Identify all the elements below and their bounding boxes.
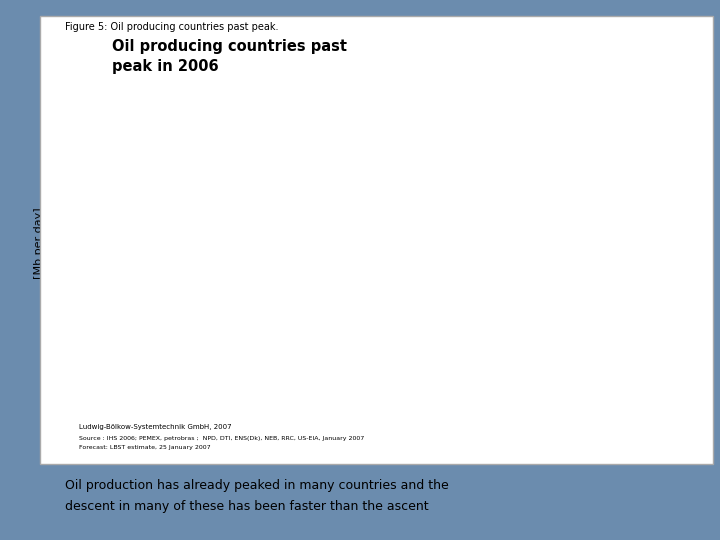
Text: India 1995: India 1995 — [280, 283, 497, 293]
Text: Austria 1955: Austria 1955 — [170, 375, 269, 384]
Text: Forecast: Forecast — [569, 100, 607, 110]
Text: Neutral Zone: Neutral Zone — [619, 153, 665, 159]
Text: Vietnam: Vietnam — [619, 104, 648, 110]
Text: descent in many of these has been faster than the ascent: descent in many of these has been faster… — [65, 500, 428, 514]
Text: UK 1999: UK 1999 — [356, 191, 520, 203]
Text: Mexico 2004: Mexico 2004 — [410, 94, 548, 107]
Text: Figure 5: Oil producing countries past peak.: Figure 5: Oil producing countries past p… — [65, 22, 279, 32]
Text: Egypt 1993: Egypt 1993 — [277, 292, 485, 302]
Text: Germany 1967: Germany 1967 — [162, 366, 337, 375]
Text: Source : IHS 2006; PEMEX, petrobras ;  NPD, DTI, ENS(Dk), NEB, RRC, US-EIA, Janu: Source : IHS 2006; PEMEX, petrobras ; NP… — [79, 436, 364, 441]
Text: Argentina 1998: Argentina 1998 — [291, 239, 514, 250]
Text: Denmark 2004: Denmark 2004 — [402, 106, 548, 117]
Text: Brazil: Brazil — [619, 165, 639, 171]
Text: Eq. Guinea: Eq. Guinea — [619, 129, 657, 135]
Text: Norway 2001: Norway 2001 — [408, 144, 531, 152]
Text: Romania 1976: Romania 1976 — [220, 328, 388, 334]
Text: Oman 2001: Oman 2001 — [344, 168, 531, 178]
Text: Australia 2000: Australia 2000 — [334, 179, 525, 191]
Text: NGL, USA 2002: NGL, USA 2002 — [400, 119, 536, 130]
Text: Yemen 2001: Yemen 2001 — [410, 132, 531, 143]
Text: Oil production has already peaked in many countries and the: Oil production has already peaked in man… — [65, 478, 449, 492]
Text: Venezuela 1998/1968: Venezuela 1998/1968 — [269, 228, 514, 239]
Text: Ecuador 1999: Ecuador 1999 — [337, 202, 520, 216]
Text: Syria 1995: Syria 1995 — [279, 273, 497, 284]
Y-axis label: [Mb per day]: [Mb per day] — [34, 207, 44, 279]
Text: Forecast: LBST estimate, 25 January 2007: Forecast: LBST estimate, 25 January 2007 — [79, 446, 211, 450]
Text: Malaysia 1997: Malaysia 1997 — [295, 251, 508, 261]
Text: Lower 48, USA 1971: Lower 48, USA 1971 — [143, 348, 360, 354]
Text: Colombia 1999: Colombia 1999 — [333, 213, 520, 227]
Text: - 3% p.a.: - 3% p.a. — [569, 121, 606, 130]
Text: Ludwig-Bölkow-Systemtechnik GmbH, 2007: Ludwig-Bölkow-Systemtechnik GmbH, 2007 — [79, 424, 232, 430]
Text: peak in 2006: peak in 2006 — [112, 59, 218, 75]
Text: Alaska 1989: Alaska 1989 — [274, 301, 462, 312]
Text: Angola: Angola — [619, 176, 644, 182]
Text: Gabon 1997: Gabon 1997 — [302, 262, 508, 272]
Text: Canada (conv.) 1974: Canada (conv.) 1974 — [181, 338, 377, 344]
Text: Thailand: Thailand — [619, 117, 649, 123]
Text: Sudan, Chad: Sudan, Chad — [619, 142, 664, 148]
Text: Oil producing countries past: Oil producing countries past — [112, 39, 346, 55]
Text: Indonesia 1977: Indonesia 1977 — [217, 318, 394, 323]
Text: China: China — [619, 214, 639, 220]
Text: GoM: GoM — [619, 383, 635, 389]
Text: Texas, USA '971: Texas, USA '971 — [159, 357, 360, 363]
